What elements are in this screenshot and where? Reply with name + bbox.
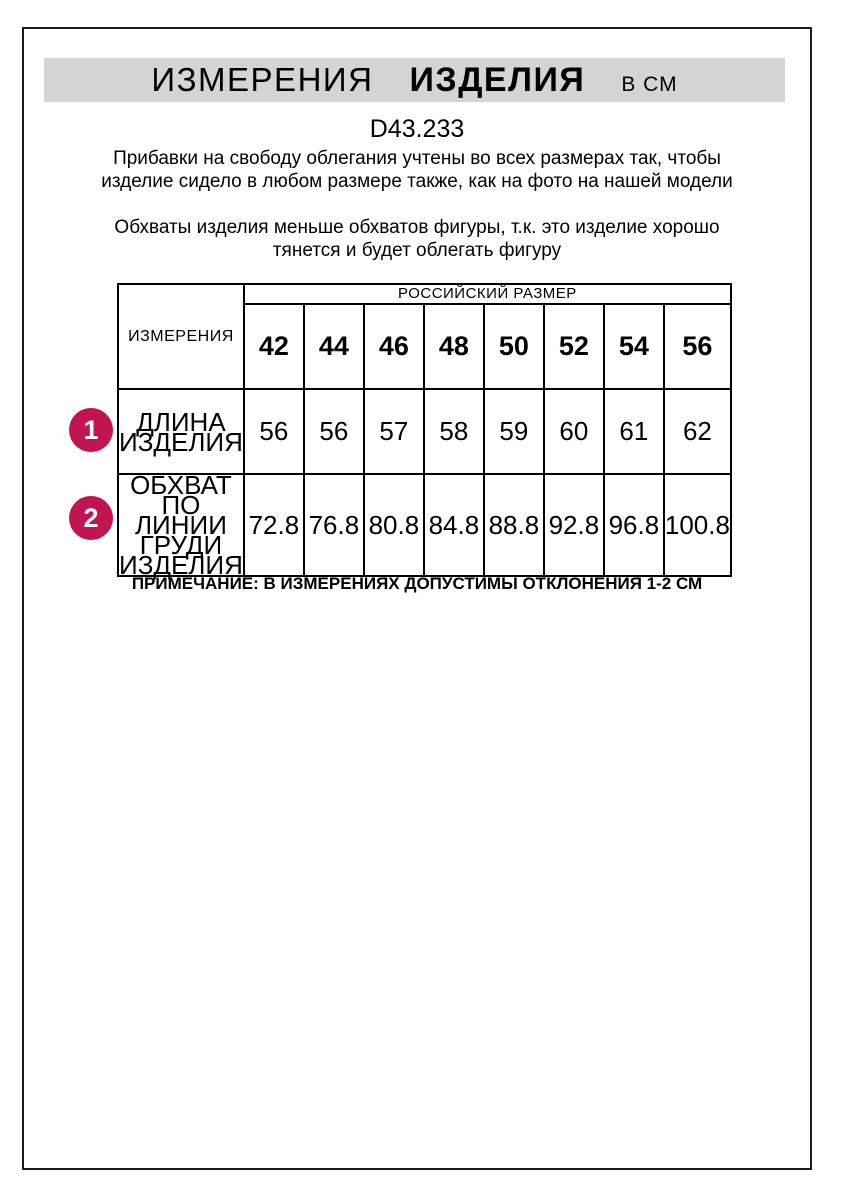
size-header-cell: 42 (242, 303, 305, 390)
page-border: ИЗМЕРЕНИЯ ИЗДЕЛИЯ В СМ D43.233 Прибавки … (22, 27, 812, 1170)
row-marker-1: 1 (69, 408, 113, 452)
value-cell: 56 (242, 388, 305, 475)
page-title: ИЗМЕРЕНИЯ ИЗДЕЛИЯ В СМ (44, 58, 785, 102)
size-group-header-cell: РОССИЙСКИЙ РАЗМЕР (242, 283, 732, 305)
value-cell: 58 (422, 388, 485, 475)
title-product: ИЗДЕЛИЯ (409, 61, 586, 99)
size-header-cell: 46 (362, 303, 425, 390)
value-cell: 88.8 (482, 473, 545, 577)
value-cell: 92.8 (542, 473, 605, 577)
row-marker-1-number: 1 (83, 414, 99, 445)
title-units: В СМ (621, 73, 678, 96)
row-marker-2-number: 2 (83, 502, 99, 533)
value-cell: 61 (602, 388, 665, 475)
size-header-cell: 54 (602, 303, 665, 390)
title-measurements: ИЗМЕРЕНИЯ (151, 61, 374, 98)
table-row-sizes: 42 44 46 48 50 52 54 56 (118, 303, 732, 390)
value-cell: 72.8 (242, 473, 305, 577)
intro-paragraph-2: Обхваты изделия меньше обхватов фигуры, … (114, 217, 720, 261)
value-cell: 84.8 (422, 473, 485, 577)
table-row-length: ДЛИНА ИЗДЕЛИЯ 56 56 57 58 59 60 61 62 (117, 388, 732, 475)
value-cell: 60 (542, 388, 605, 475)
row-label-cell: ДЛИНА ИЗДЕЛИЯ (117, 388, 245, 475)
size-header-cell: 48 (422, 303, 485, 390)
table-row-chest: ОБХВАТ ПО ЛИНИИ ГРУДИ ИЗДЕЛИЯ 72.8 76.8 … (117, 470, 732, 580)
row-marker-2: 2 (69, 496, 113, 540)
size-header-cell: 50 (482, 303, 545, 390)
size-header-cell: 52 (542, 303, 605, 390)
size-header-cell: 56 (662, 303, 732, 390)
value-cell: 96.8 (602, 473, 665, 577)
value-cell: 56 (302, 388, 365, 475)
size-header-cell: 44 (302, 303, 365, 390)
size-table: ИЗМЕРЕНИЯ РОССИЙСКИЙ РАЗМЕР 42 44 46 48 … (117, 283, 732, 580)
corner-header-cell: ИЗМЕРЕНИЯ (117, 283, 245, 390)
value-cell: 100.8 (662, 473, 732, 577)
value-cell: 62 (662, 388, 732, 475)
value-cell: 80.8 (362, 473, 425, 577)
note-text: ПРИМЕЧАНИЕ: В ИЗМЕРЕНИЯХ ДОПУСТИМЫ ОТКЛО… (131, 574, 703, 593)
row-label-cell: ОБХВАТ ПО ЛИНИИ ГРУДИ ИЗДЕЛИЯ (117, 470, 245, 580)
value-cell: 59 (482, 388, 545, 475)
table-row-group-header: ИЗМЕРЕНИЯ РОССИЙСКИЙ РАЗМЕР (117, 283, 732, 390)
value-cell: 76.8 (302, 473, 365, 577)
product-code: D43.233 (369, 115, 465, 143)
intro-paragraph-1: Прибавки на свободу облегания учтены во … (101, 148, 733, 192)
value-cell: 57 (362, 388, 425, 475)
